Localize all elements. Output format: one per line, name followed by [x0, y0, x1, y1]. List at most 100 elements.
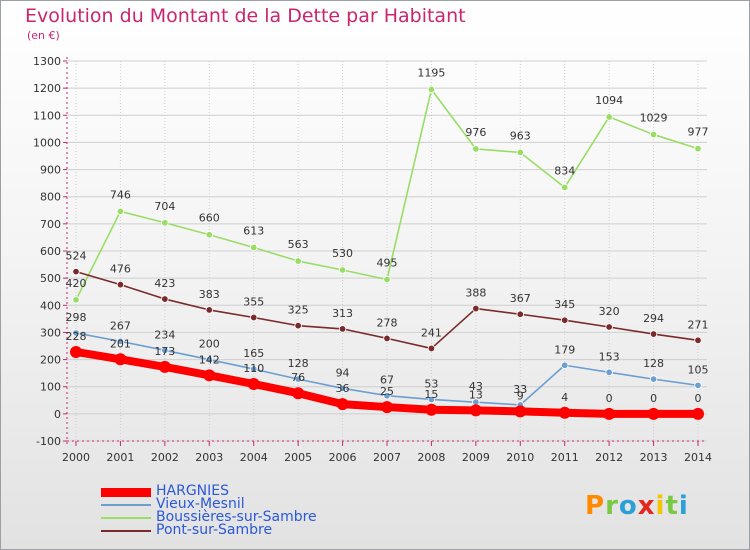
legend-swatch: [101, 504, 151, 506]
data-label: 278: [377, 316, 398, 329]
data-label: 33: [513, 383, 527, 396]
data-label: 963: [510, 129, 531, 142]
data-label: 76: [291, 371, 305, 384]
data-point: [294, 257, 302, 265]
data-point: [250, 243, 258, 252]
data-label: 267: [110, 319, 131, 332]
logo-letter: r: [605, 491, 619, 521]
data-label: 423: [154, 277, 175, 290]
data-point: [427, 85, 436, 94]
data-point: [649, 330, 658, 338]
data-point: [694, 144, 702, 153]
data-label: 9: [517, 389, 524, 402]
data-label: 0: [606, 392, 613, 405]
data-label: 43: [469, 380, 483, 393]
data-point: [250, 365, 258, 373]
data-label: 67: [380, 374, 394, 387]
data-point: [250, 313, 258, 322]
data-point: [205, 355, 213, 364]
data-point: [205, 231, 213, 239]
y-tick-label: 1300: [33, 55, 61, 68]
x-tick-label: 2013: [640, 451, 668, 464]
data-point: [561, 183, 569, 192]
chart-subtitle: (en €): [27, 29, 60, 42]
y-tick-label: 1000: [33, 136, 61, 149]
data-point: [338, 266, 347, 274]
data-label: 563: [288, 238, 309, 251]
data-point: [383, 391, 391, 400]
legend-label: Vieux-Mesnil: [156, 496, 245, 512]
y-tick-label: 0: [54, 408, 61, 421]
data-label: 105: [688, 363, 709, 376]
data-point: [425, 403, 438, 416]
data-label: 325: [288, 304, 309, 317]
logo-letter: o: [618, 491, 638, 521]
series-group-3: 524 476 423 383 355 325 313 278 241 388 367 345 320 2…: [66, 250, 709, 353]
data-point: [649, 375, 658, 383]
y-tick-label: 100: [40, 381, 61, 394]
data-point: [72, 329, 80, 337]
data-label: 228: [66, 330, 87, 343]
x-tick-label: 2010: [506, 451, 534, 464]
data-point: [161, 295, 169, 303]
data-label: 94: [336, 366, 350, 379]
data-label: 153: [599, 350, 620, 363]
x-tick-label: 2008: [417, 451, 445, 464]
data-point: [427, 344, 436, 353]
x-tick-label: 2009: [462, 451, 490, 464]
legend-swatch: [101, 487, 151, 497]
data-label: 53: [424, 377, 438, 390]
data-point: [72, 267, 80, 276]
data-label: 13: [469, 388, 483, 401]
y-tick-label: 600: [40, 245, 61, 258]
data-label: 294: [643, 312, 664, 325]
y-tick-label: 200: [40, 354, 61, 367]
data-point: [381, 401, 393, 414]
data-point: [647, 407, 660, 420]
data-label: 660: [199, 212, 220, 225]
data-point: [694, 336, 702, 344]
y-tick-label: 400: [40, 299, 61, 312]
data-label: 128: [288, 357, 309, 370]
y-tick-label: 700: [40, 218, 61, 231]
legend-label: HARGNIES: [156, 483, 230, 499]
x-tick-label: 2007: [373, 451, 401, 464]
data-point: [114, 353, 127, 366]
data-label: 15: [424, 388, 438, 401]
data-label: 495: [377, 257, 398, 270]
data-point: [561, 316, 569, 324]
data-label: 834: [554, 164, 575, 177]
data-label: 142: [199, 353, 220, 366]
data-label: 271: [688, 318, 709, 331]
data-label: 313: [332, 307, 353, 320]
data-point: [383, 275, 391, 284]
data-label: 241: [421, 326, 442, 339]
data-point: [605, 323, 613, 331]
data-label: 704: [154, 200, 175, 213]
data-label: 476: [110, 263, 131, 276]
y-tick-label: 1100: [33, 109, 61, 122]
data-point: [558, 406, 571, 419]
data-point: [336, 398, 349, 411]
data-label: 976: [465, 126, 486, 139]
data-label: 1195: [417, 67, 445, 80]
logo-letter: t: [665, 491, 679, 521]
data-label: 383: [199, 288, 220, 301]
y-tick-label: 800: [40, 191, 61, 204]
data-label: 4: [561, 391, 568, 404]
data-label: 200: [199, 338, 220, 351]
data-point: [561, 361, 569, 369]
data-label: 613: [243, 224, 264, 237]
y-tick-label: 300: [40, 326, 61, 339]
data-label: 110: [243, 362, 264, 375]
data-label: 234: [154, 328, 175, 341]
x-tick-label: 2001: [106, 451, 134, 464]
data-label: 173: [154, 345, 175, 358]
data-point: [116, 207, 125, 216]
data-label: 367: [510, 292, 531, 305]
legend-swatch: [101, 517, 151, 519]
x-tick-label: 2014: [684, 451, 712, 464]
